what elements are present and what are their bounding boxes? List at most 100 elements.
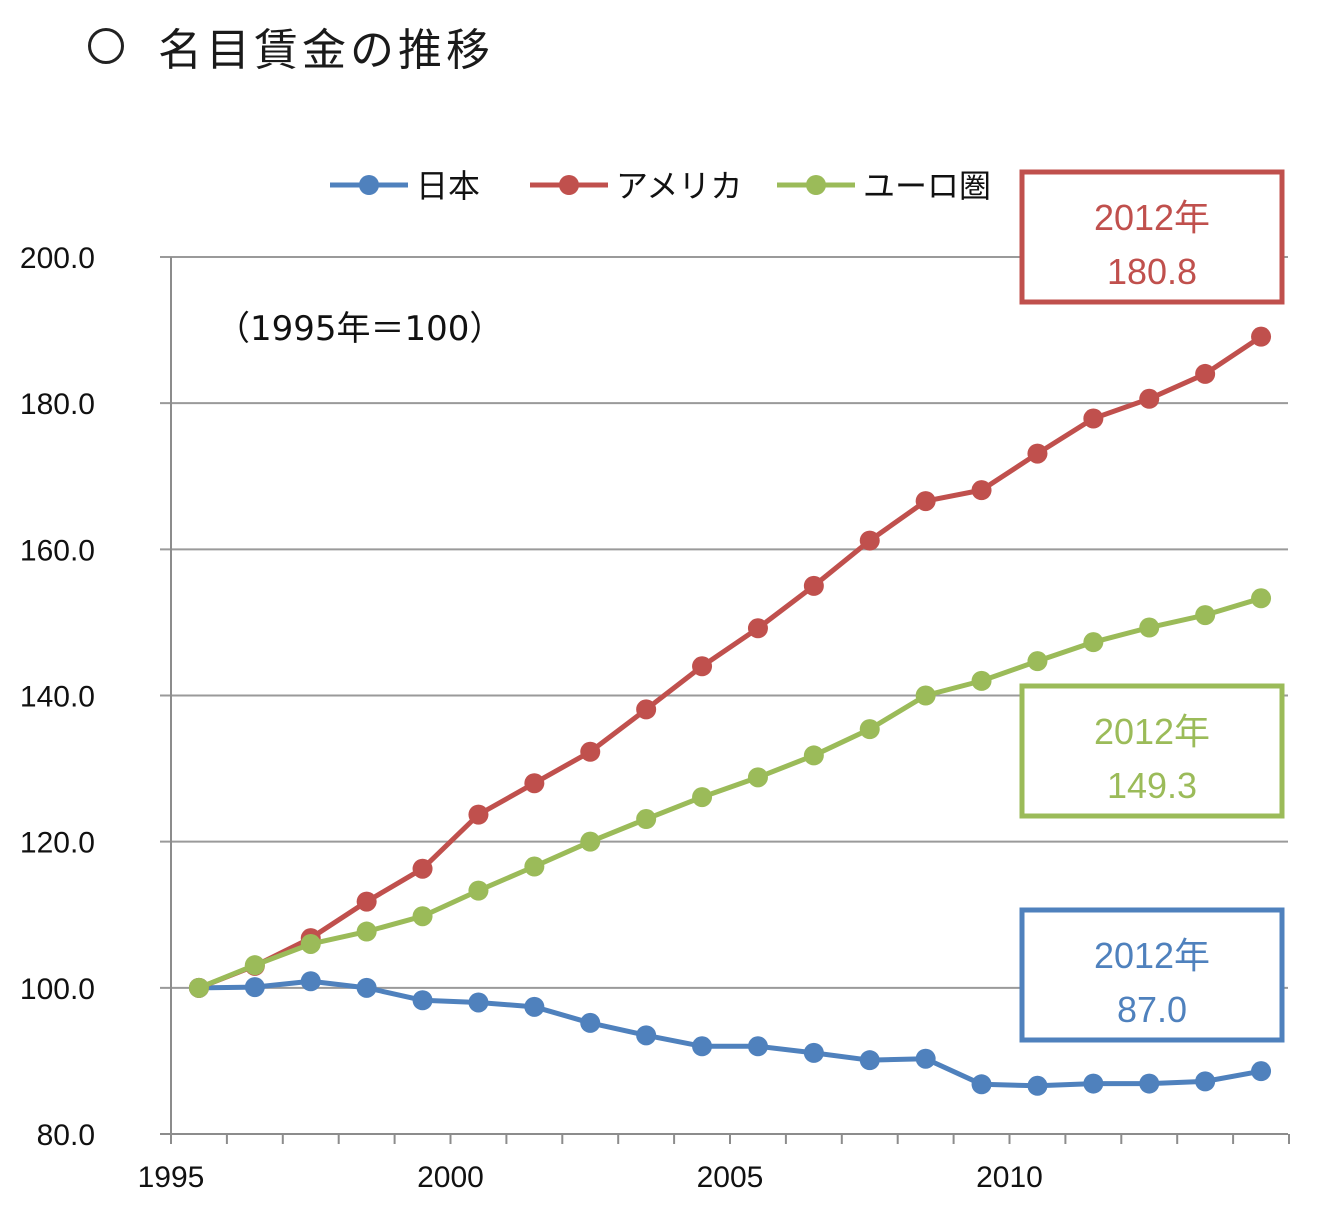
series-lines [188,326,1272,1096]
data-point [580,1012,601,1033]
x-tick-label: 2010 [976,1161,1043,1194]
callout-value: 180.8 [1107,251,1197,292]
data-point [859,1050,880,1071]
callout-year: 2012年 [1094,711,1210,752]
legend-label: ユーロ圏 [863,167,991,205]
data-point [747,618,768,639]
data-point [971,670,992,691]
callout-border [1019,169,1285,305]
data-point [1027,651,1048,672]
data-point [356,977,377,998]
data-point [356,891,377,912]
y-tick-labels: 200.0 180.0 160.0 140.0 120.0 100.0 80.0 [20,242,95,1152]
data-point [412,990,433,1011]
callout-box: 2012年 87.0 [1019,907,1285,1043]
data-point [636,809,657,830]
data-point [524,773,545,794]
data-point [300,933,321,954]
callout-year: 2012年 [1094,935,1210,976]
data-point [412,906,433,927]
data-point [692,1036,713,1057]
y-tick-label: 100.0 [20,973,95,1006]
data-point [747,767,768,788]
data-point [1251,588,1272,609]
series-ユーロ圏 [188,588,1272,998]
y-tick-label: 120.0 [20,827,95,860]
data-point [915,685,936,706]
data-point [1251,1061,1272,1082]
legend-label: 日本 [416,167,480,205]
data-point [803,1042,824,1063]
y-tick-label: 160.0 [20,534,95,567]
callouts: 2012年 180.8 2012年 149.3 2012年 87.0 [1019,169,1285,1043]
data-point [636,1025,657,1046]
x-tick-label: 2000 [417,1161,484,1194]
data-point [1251,326,1272,347]
legend-label: アメリカ [616,167,742,205]
data-point [859,530,880,551]
callout-value: 87.0 [1117,989,1187,1030]
data-point [915,491,936,512]
series-line [198,334,1263,991]
callout-border [1019,683,1285,819]
circle-bullet-icon [88,28,124,64]
data-point [468,992,489,1013]
data-point [580,741,601,762]
data-point [971,1074,992,1095]
data-point [692,787,713,808]
data-point [580,831,601,852]
data-point [1083,408,1104,429]
callout-year: 2012年 [1094,197,1210,238]
series-アメリカ [188,326,1272,998]
chart-title: 名目賃金の推移 [158,25,494,76]
data-point [1195,363,1216,384]
y-tick-label: 200.0 [20,242,95,275]
data-point [1195,605,1216,626]
data-point [803,575,824,596]
data-point [1195,1071,1216,1092]
axes [160,257,1290,1144]
chart-title-area: 名目賃金の推移 [88,16,494,76]
data-point [692,656,713,677]
data-point [524,856,545,877]
data-point [412,858,433,879]
data-point [915,1048,936,1069]
callout-box: 2012年 149.3 [1019,683,1285,819]
callout-box: 2012年 180.8 [1019,169,1285,305]
base-year-note: （1995年＝100） [216,309,503,349]
data-point [636,699,657,720]
x-tick-label: 2005 [697,1161,764,1194]
callout-value: 149.3 [1107,765,1197,806]
x-tick-labels: 1995 2000 2005 2010 [138,1161,1043,1194]
legend: 日本 アメリカ ユーロ圏 [330,167,991,205]
series-日本 [188,971,1272,1096]
data-point [244,955,265,976]
data-point [300,971,321,992]
data-point [1139,617,1160,638]
data-point [1139,388,1160,409]
y-tick-label: 180.0 [20,388,95,421]
data-point [356,921,377,942]
data-point [1027,443,1048,464]
data-point [859,719,880,740]
x-tick-label: 1995 [138,1161,205,1194]
data-point [971,480,992,501]
data-point [747,1036,768,1057]
data-point [1083,632,1104,653]
data-point [1139,1073,1160,1094]
callout-border [1019,907,1285,1043]
data-point [468,804,489,825]
data-point [1083,1073,1104,1094]
legend-marker [559,175,579,195]
data-point [803,745,824,766]
legend-marker [359,175,379,195]
data-point [524,996,545,1017]
y-tick-label: 140.0 [20,681,95,714]
data-point [244,977,265,998]
data-point [188,977,209,998]
data-point [468,880,489,901]
data-point [1027,1075,1048,1096]
legend-marker [806,175,826,195]
y-tick-label: 80.0 [37,1119,95,1152]
